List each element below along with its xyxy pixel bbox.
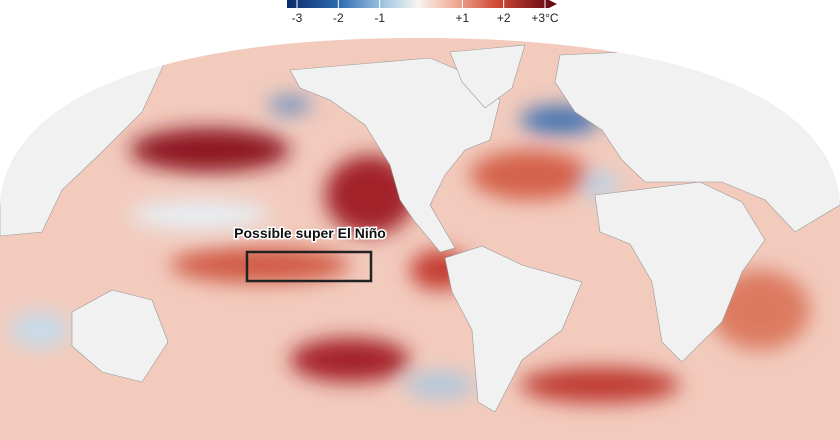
- colorbar: [287, 0, 549, 8]
- legend-tick-label: -1: [374, 11, 385, 25]
- legend-tick-label: +1: [455, 11, 469, 25]
- australia: [71, 289, 169, 383]
- legend-tick-label: -2: [333, 11, 344, 25]
- legend-tick-label: +2: [497, 11, 511, 25]
- africa: [594, 181, 766, 363]
- greenland: [449, 44, 526, 109]
- legend-tick-label: +3°C: [531, 11, 558, 25]
- legend-tick-label: -3: [292, 11, 303, 25]
- annotation: Possible super El Niño: [234, 225, 386, 241]
- south-america: [444, 245, 583, 413]
- nino-region-box: [245, 250, 373, 283]
- map-area: [0, 38, 840, 440]
- colorbar-arrow: [549, 0, 557, 8]
- legend: -3 -2 -1 +1 +2 +3°C: [287, 0, 559, 25]
- anomaly-field: [10, 97, 810, 403]
